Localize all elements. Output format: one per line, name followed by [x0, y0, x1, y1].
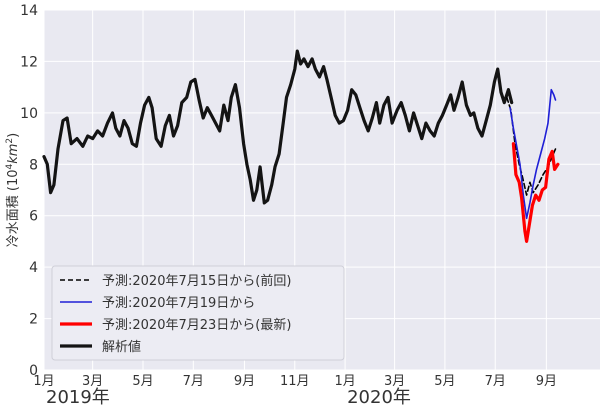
year-labels: 2019年 2020年	[46, 387, 411, 407]
y-tick-label: 10	[20, 106, 38, 122]
x-tick-label: 3月	[82, 374, 103, 389]
series-line-1	[509, 88, 557, 220]
legend-label-0: 予測:2020年7月15日から(前回)	[102, 273, 291, 289]
x-tick-label: 5月	[434, 374, 455, 389]
legend-label-3: 解析値	[102, 339, 141, 355]
x-tick-labels: 1月 3月 5月 7月 9月 11月 1月 3月 5月 7月 9月	[33, 374, 557, 389]
x-tick-label: 5月	[132, 374, 153, 389]
y-tick-label: 12	[20, 54, 38, 70]
y-tick-label: 6	[29, 209, 38, 225]
series-lines	[42, 49, 560, 243]
y-tick-label: 2	[29, 312, 38, 328]
y-tick-labels: 0 2 4 6 8 10 12 14	[20, 3, 38, 379]
legend-label-2: 予測:2020年7月23日から(最新)	[102, 317, 291, 333]
x-tick-label: 3月	[384, 374, 405, 389]
legend-label-1: 予測:2020年7月19日から	[102, 296, 255, 311]
y-tick-label: 4	[29, 260, 38, 276]
x-tick-label: 9月	[234, 374, 255, 389]
y-axis-label: 冷水面積 (104km2)	[5, 133, 21, 248]
x-tick-label: 9月	[536, 374, 557, 389]
x-tick-label: 11月	[280, 374, 310, 389]
year-label: 2019年	[46, 387, 110, 407]
x-tick-label: 7月	[485, 374, 506, 389]
legend: 予測:2020年7月15日から(前回) 予測:2020年7月19日から予測:202…	[51, 265, 345, 361]
year-label: 2020年	[347, 387, 411, 407]
series-line-2	[511, 142, 560, 243]
y-tick-label: 8	[29, 157, 38, 173]
series-line-3	[42, 49, 514, 205]
y-tick-label: 0	[29, 363, 38, 379]
x-tick-label: 7月	[183, 374, 204, 389]
x-tick-label: 1月	[334, 374, 355, 389]
x-tick-label: 1月	[33, 374, 54, 389]
legend-box	[51, 265, 345, 361]
y-tick-label: 14	[20, 3, 38, 19]
